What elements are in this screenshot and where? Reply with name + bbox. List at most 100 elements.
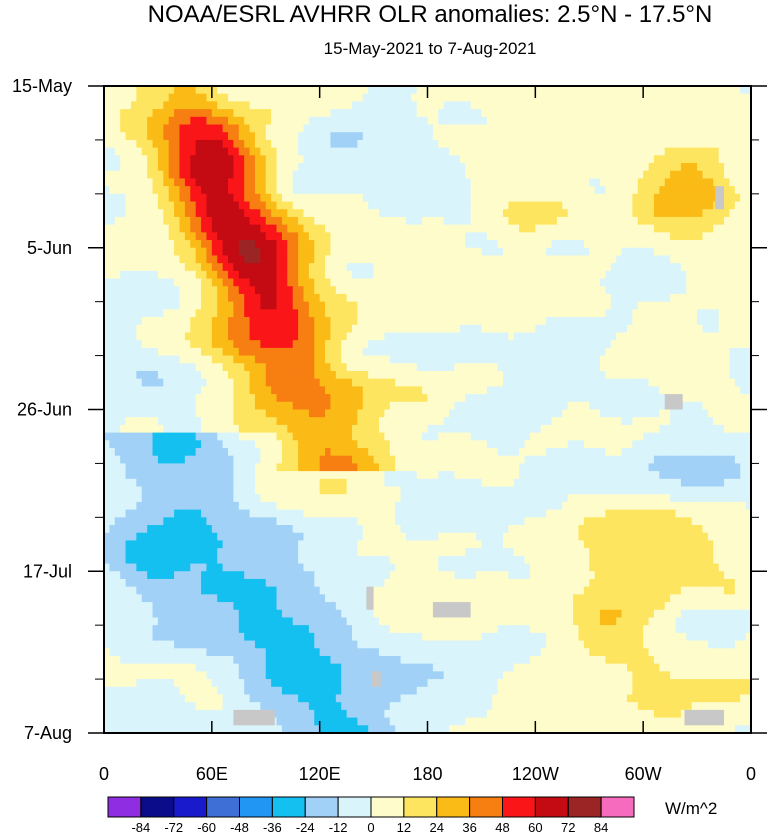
- heatmap-cell: [519, 109, 526, 118]
- heatmap-cell: [389, 132, 396, 141]
- heatmap-cell: [648, 240, 655, 249]
- heatmap-cell: [432, 232, 439, 241]
- heatmap-cell: [405, 270, 412, 280]
- heatmap-cell: [168, 124, 175, 133]
- heatmap-cell: [179, 247, 186, 257]
- heatmap-cell: [217, 186, 224, 195]
- heatmap-cell: [389, 116, 396, 126]
- heatmap-cell: [707, 347, 714, 357]
- heatmap-cell: [497, 170, 504, 180]
- heatmap-cell: [308, 216, 315, 226]
- heatmap-cell: [734, 101, 741, 110]
- heatmap-cell: [325, 332, 332, 341]
- heatmap-cell: [405, 232, 412, 241]
- heatmap-cell: [303, 216, 310, 226]
- heatmap-cell: [519, 394, 526, 403]
- heatmap-cell: [745, 232, 751, 241]
- heatmap-cell: [314, 224, 321, 233]
- heatmap-cell: [443, 86, 450, 95]
- heatmap-cell: [551, 216, 558, 226]
- heatmap-cell: [384, 394, 391, 403]
- heatmap-cell: [513, 309, 520, 318]
- heatmap-cell: [594, 263, 601, 272]
- heatmap-cell: [443, 163, 450, 172]
- heatmap-cell: [249, 394, 256, 403]
- heatmap-cell: [535, 394, 542, 403]
- heatmap-cell: [265, 147, 272, 156]
- heatmap-cell: [276, 155, 283, 164]
- heatmap-cell: [675, 347, 682, 357]
- heatmap-cell: [513, 263, 520, 272]
- heatmap-cell: [594, 116, 601, 126]
- heatmap-cell: [697, 124, 704, 133]
- heatmap-cell: [476, 170, 483, 180]
- heatmap-cell: [729, 109, 736, 118]
- heatmap-cell: [136, 170, 143, 180]
- heatmap-cell: [114, 232, 121, 241]
- heatmap-cell: [697, 270, 704, 280]
- heatmap-cell: [675, 139, 682, 149]
- heatmap-cell: [583, 332, 590, 341]
- heatmap-cell: [427, 209, 434, 218]
- heatmap-cell: [141, 139, 148, 149]
- heatmap-cell: [206, 401, 213, 411]
- heatmap-cell: [400, 263, 407, 272]
- heatmap-cell: [454, 317, 461, 326]
- heatmap-cell: [190, 109, 197, 118]
- heatmap-cell: [292, 216, 299, 226]
- heatmap-cell: [670, 255, 677, 264]
- heatmap-cell: [368, 386, 375, 395]
- heatmap-cell: [136, 394, 143, 403]
- heatmap-cell: [573, 347, 580, 357]
- heatmap-cell: [400, 232, 407, 241]
- heatmap-cell: [605, 224, 612, 233]
- heatmap-cell: [136, 386, 143, 395]
- heatmap-cell: [707, 163, 714, 172]
- heatmap-cell: [589, 224, 596, 233]
- heatmap-cell: [718, 347, 725, 357]
- heatmap-cell: [459, 378, 466, 387]
- heatmap-cell: [400, 155, 407, 164]
- heatmap-cell: [217, 263, 224, 272]
- heatmap-cell: [605, 394, 612, 403]
- heatmap-cell: [626, 163, 633, 172]
- heatmap-cell: [330, 270, 337, 280]
- heatmap-cell: [718, 116, 725, 126]
- heatmap-cell: [130, 232, 137, 241]
- heatmap-cell: [319, 86, 326, 95]
- heatmap-cell: [141, 93, 148, 102]
- heatmap-cell: [718, 109, 725, 118]
- heatmap-cell: [352, 209, 359, 218]
- heatmap-cell: [680, 186, 687, 195]
- heatmap-cell: [443, 386, 450, 395]
- heatmap-cell: [222, 93, 229, 102]
- heatmap-cell: [136, 324, 143, 334]
- heatmap-cell: [670, 332, 677, 341]
- heatmap-cell: [600, 139, 607, 149]
- heatmap-cell: [680, 263, 687, 272]
- heatmap-cell: [578, 178, 585, 187]
- heatmap-cell: [125, 378, 132, 387]
- heatmap-cell: [648, 293, 655, 303]
- heatmap-cell: [400, 255, 407, 264]
- heatmap-cell: [481, 178, 488, 187]
- heatmap-cell: [713, 247, 720, 257]
- heatmap-cell: [648, 124, 655, 133]
- heatmap-cell: [643, 101, 650, 110]
- heatmap-cell: [233, 270, 240, 280]
- heatmap-cell: [718, 216, 725, 226]
- heatmap-cell: [724, 347, 731, 357]
- heatmap-cell: [551, 378, 558, 387]
- heatmap-cell: [454, 232, 461, 241]
- heatmap-cell: [357, 270, 364, 280]
- heatmap-cell: [319, 147, 326, 156]
- heatmap-cell: [551, 116, 558, 126]
- heatmap-cell: [605, 201, 612, 210]
- heatmap-cell: [254, 324, 261, 334]
- heatmap-cell: [713, 155, 720, 164]
- heatmap-cell: [729, 155, 736, 164]
- heatmap-cell: [470, 216, 477, 226]
- heatmap-cell: [508, 139, 515, 149]
- heatmap-cell: [368, 232, 375, 241]
- heatmap-cell: [734, 324, 741, 334]
